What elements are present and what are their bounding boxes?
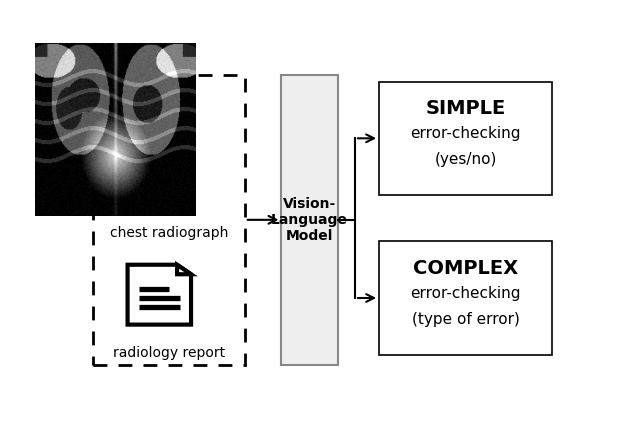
Bar	[379, 82, 553, 195]
Polygon shape	[177, 265, 191, 274]
Text: (yes/no): (yes/no)	[435, 152, 497, 168]
Text: error-checking: error-checking	[410, 126, 521, 141]
Text: (type of error): (type of error)	[412, 312, 520, 327]
Text: chest radiograph: chest radiograph	[110, 226, 228, 240]
Text: radiology report: radiology report	[113, 346, 225, 360]
Bar	[93, 75, 244, 365]
Text: COMPLEX: COMPLEX	[413, 259, 518, 277]
Bar	[379, 241, 553, 355]
Polygon shape	[127, 265, 191, 324]
Text: error-checking: error-checking	[410, 286, 521, 301]
Text: Vision-
Language
Model: Vision- Language Model	[271, 197, 348, 243]
Bar	[282, 75, 338, 365]
Text: SIMPLE: SIMPLE	[425, 99, 506, 118]
